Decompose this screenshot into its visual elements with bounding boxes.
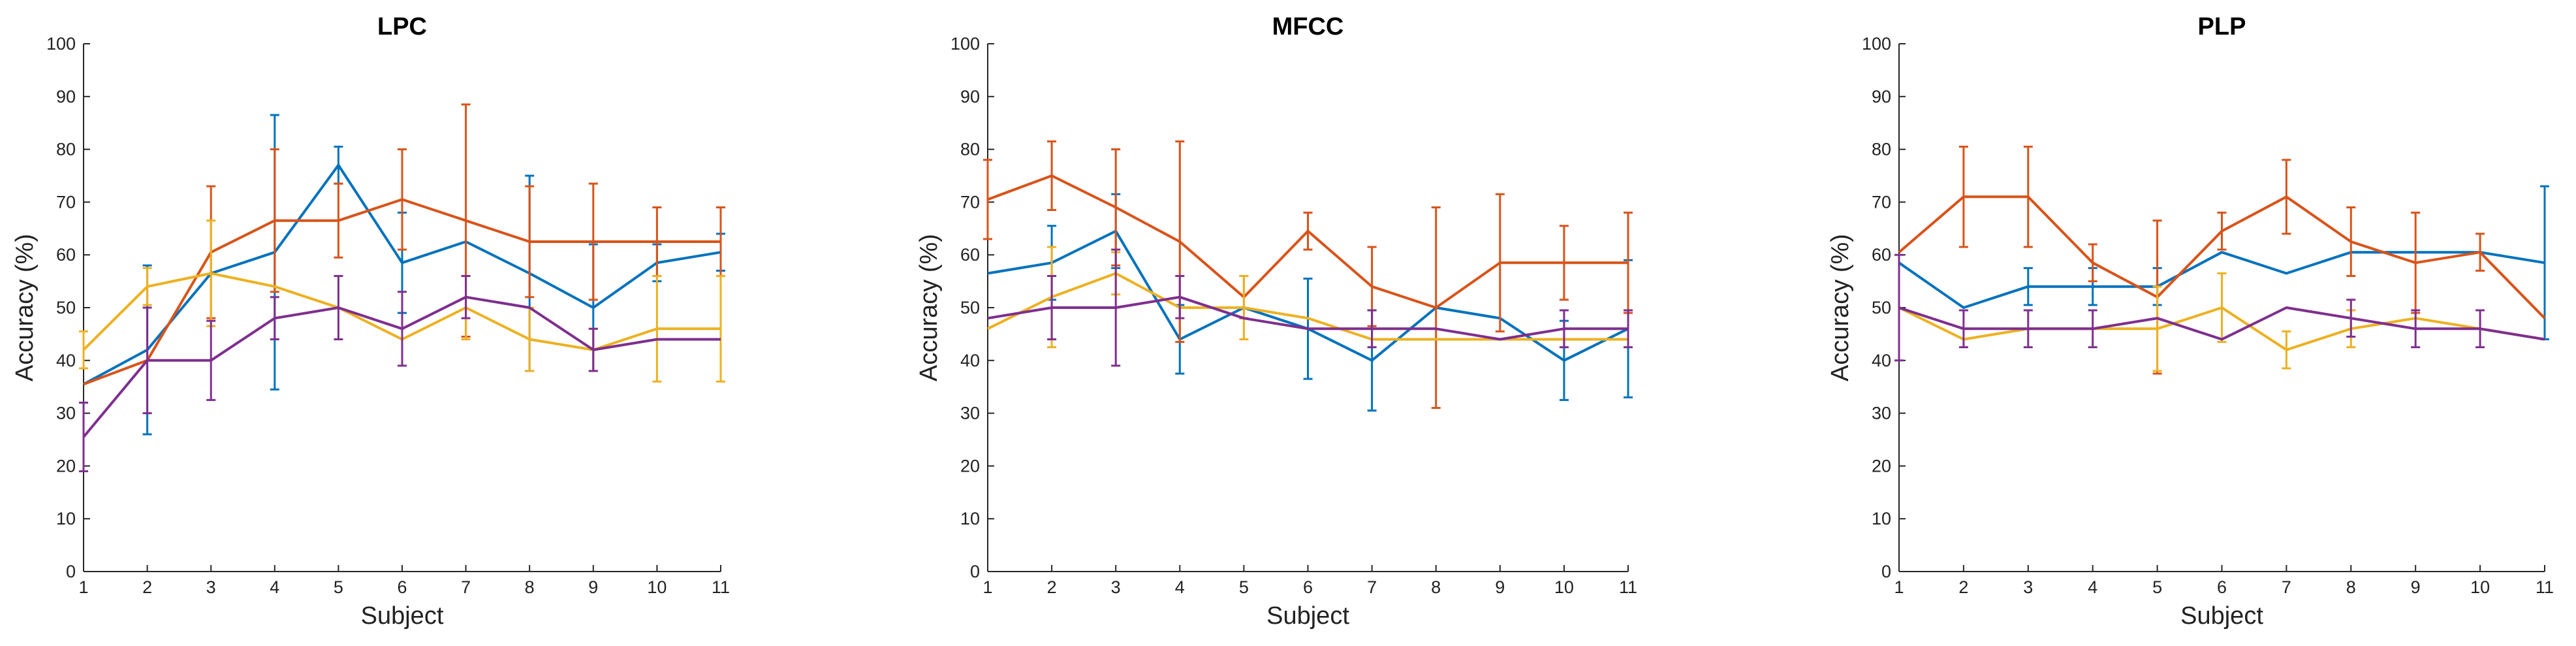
y-tick-label: 60	[56, 245, 76, 265]
x-tick-label: 11	[1619, 577, 1637, 597]
chart-lpc: LPC Subject Accuracy (%) 0 10 20 30 40 50 60 70 80 9…	[11, 13, 730, 630]
chart-title: MFCC	[1272, 13, 1344, 40]
y-tick-label: 100	[1862, 34, 1891, 54]
y-tick-label: 90	[960, 87, 980, 106]
y-tick-label: 20	[1872, 456, 1891, 476]
x-tick-label: 3	[2023, 577, 2033, 597]
x-tick-label: 7	[461, 577, 471, 597]
x-tick-label: 8	[525, 577, 535, 597]
x-tick-label: 6	[397, 577, 407, 597]
x-tick-label: 1	[78, 577, 88, 597]
y-axis-label: Accuracy (%)	[1827, 234, 1854, 381]
y-axis-label: Accuracy (%)	[11, 234, 39, 381]
series-line-series3	[987, 272, 1628, 341]
series-line-series1	[1898, 251, 2545, 309]
y-tick-label: 100	[46, 34, 76, 54]
x-tick-label: 3	[206, 577, 216, 597]
y-tick-label: 80	[1872, 140, 1891, 159]
x-tick-label: 2	[1958, 577, 1968, 597]
x-tick-label: 9	[1495, 577, 1505, 597]
y-tick-label: 100	[950, 34, 980, 54]
x-tick-label: 7	[1367, 577, 1377, 597]
y-axis-label: Accuracy (%)	[915, 234, 943, 381]
y-tick-label: 0	[66, 562, 76, 581]
y-tick-label: 10	[1872, 509, 1891, 528]
y-tick-label: 40	[960, 351, 980, 370]
y-tick-label: 20	[56, 456, 76, 476]
x-tick-label: 11	[712, 577, 730, 597]
x-tick-label: 10	[647, 577, 667, 597]
series-line-series4	[1898, 306, 2545, 341]
x-tick-label: 10	[2470, 577, 2490, 597]
x-tick-label: 6	[1303, 577, 1313, 597]
y-tick-label: 0	[1881, 562, 1891, 581]
y-tick-label: 10	[960, 509, 980, 528]
x-tick-label: 4	[1175, 577, 1185, 597]
y-tick-label: 50	[960, 298, 980, 317]
x-tick-label: 5	[2152, 577, 2162, 597]
x-tick-label: 6	[2217, 577, 2227, 597]
chart-mfcc: MFCC Subject Accuracy (%) 0 10 20 30 40 50 60 70 80…	[915, 13, 1637, 630]
y-tick-label: 30	[1872, 404, 1891, 423]
y-tick-label: 80	[56, 140, 76, 159]
y-tick-label: 50	[1872, 298, 1891, 317]
y-tick-label: 20	[960, 456, 980, 476]
x-tick-label: 5	[1239, 577, 1249, 597]
x-tick-label: 4	[270, 577, 279, 597]
y-tick-label: 30	[56, 404, 76, 423]
x-axis-label: Subject	[1266, 602, 1349, 630]
x-tick-label: 11	[2536, 577, 2554, 597]
x-tick-label: 9	[588, 577, 598, 597]
y-tick-label: 30	[960, 404, 980, 423]
x-tick-label: 1	[1894, 577, 1904, 597]
x-tick-label: 5	[334, 577, 343, 597]
series-line-series4	[987, 295, 1628, 341]
x-tick-label: 3	[1111, 577, 1121, 597]
y-tick-label: 40	[1872, 351, 1891, 370]
y-tick-label: 50	[56, 298, 76, 317]
x-axis-label: Subject	[361, 602, 444, 630]
chart-title: PLP	[2198, 13, 2246, 40]
y-tick-label: 90	[1872, 87, 1891, 106]
y-tick-label: 70	[960, 192, 980, 212]
x-tick-label: 7	[2282, 577, 2291, 597]
chart-title: LPC	[377, 13, 427, 40]
x-tick-label: 4	[2088, 577, 2097, 597]
y-tick-label: 60	[960, 245, 980, 265]
x-tick-label: 10	[1554, 577, 1574, 597]
y-tick-label: 0	[970, 562, 980, 581]
y-tick-label: 40	[56, 351, 76, 370]
y-tick-label: 60	[1872, 245, 1891, 265]
x-tick-label: 8	[1431, 577, 1441, 597]
x-tick-label: 1	[982, 577, 992, 597]
x-tick-label: 2	[142, 577, 152, 597]
y-tick-label: 70	[1872, 192, 1891, 212]
y-tick-label: 90	[56, 87, 76, 106]
x-axis-label: Subject	[2180, 602, 2263, 630]
x-tick-label: 8	[2346, 577, 2356, 597]
y-tick-label: 10	[56, 509, 76, 528]
y-tick-label: 70	[56, 192, 76, 212]
chart-plp: PLP Subject Accuracy (%) 0 10 20 30 40 50 60 70 80 9…	[1827, 13, 2554, 630]
x-tick-label: 9	[2411, 577, 2421, 597]
x-tick-label: 2	[1047, 577, 1057, 597]
y-tick-label: 80	[960, 140, 980, 159]
